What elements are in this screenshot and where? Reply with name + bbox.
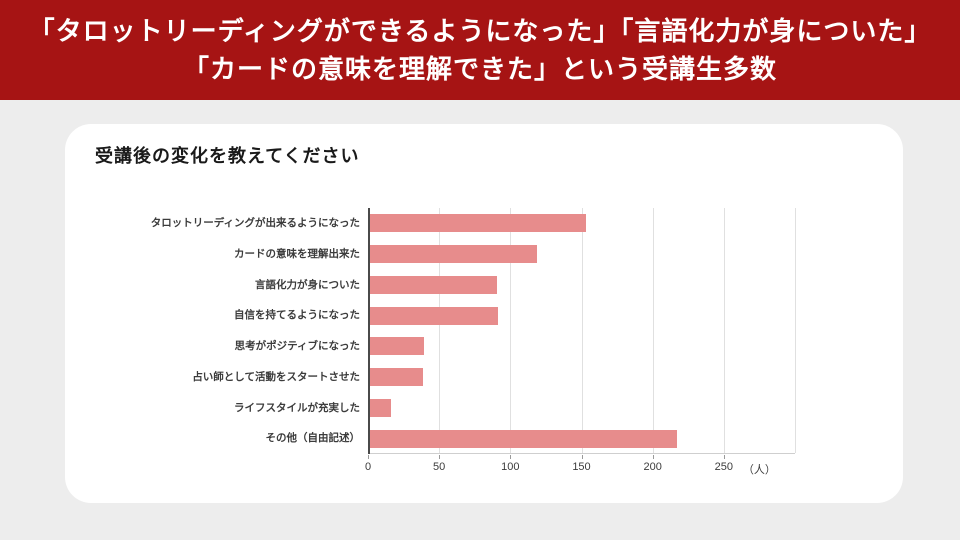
x-tick-mark <box>723 455 725 459</box>
gridline <box>652 208 654 453</box>
category-label: 占い師として活動をスタートさせた <box>192 370 360 383</box>
x-tick-label: 50 <box>433 461 446 473</box>
category-label: その他（自由記述） <box>265 432 361 445</box>
gridline <box>581 208 583 453</box>
x-tick-mark <box>510 455 512 459</box>
x-tick-label: 0 <box>364 461 372 473</box>
bar <box>370 275 497 294</box>
x-tick-label: 150 <box>572 461 591 473</box>
x-tick-label: 100 <box>501 461 520 473</box>
gridline <box>723 208 725 453</box>
category-label: 言語化力が身についた <box>255 278 360 291</box>
chart-title: 受講後の変化を教えてください <box>95 146 360 166</box>
gridline <box>439 208 441 453</box>
y-axis-line <box>368 208 370 454</box>
bar <box>370 214 587 233</box>
bar <box>370 306 499 325</box>
x-tick-label: 200 <box>643 461 662 473</box>
category-label: ライフスタイルが充実した <box>234 401 360 414</box>
bar <box>370 337 425 356</box>
category-label: タロットリーディングが出来るようになった <box>150 217 360 229</box>
x-tick-mark <box>439 455 441 459</box>
header-line1: 「タロットリーディングができるようになった」「言語化力が身についた」 <box>28 16 932 46</box>
category-labels: タロットリーディングが出来るようになったカードの意味を理解出来た言語化力が身につ… <box>65 208 360 454</box>
header-banner: 「タロットリーディングができるようになった」「言語化力が身についた」 「カードの… <box>0 0 960 100</box>
header-line2: 「カードの意味を理解できた」という受講生多数 <box>182 54 777 84</box>
x-tick-mark <box>368 455 369 459</box>
plot-area <box>368 208 796 454</box>
x-tick-mark <box>581 455 583 459</box>
category-label: 自信を持てるようになった <box>234 309 360 322</box>
bar <box>370 368 423 387</box>
bar <box>370 398 392 417</box>
axis-unit-label: （人） <box>742 464 776 476</box>
gridline <box>510 208 512 453</box>
category-label: カードの意味を理解出来た <box>234 247 360 260</box>
chart-card: 受講後の変化を教えてください タロットリーディングが出来るようになったカードの意… <box>65 124 903 503</box>
bar <box>370 245 537 264</box>
x-tick-mark <box>652 455 654 459</box>
gridline <box>795 208 796 453</box>
category-label: 思考がポジティブになった <box>234 340 360 352</box>
x-axis: 0 50 100 150 200 250 （人） <box>365 454 868 480</box>
x-tick-label: 250 <box>714 461 733 473</box>
bar <box>370 429 678 448</box>
